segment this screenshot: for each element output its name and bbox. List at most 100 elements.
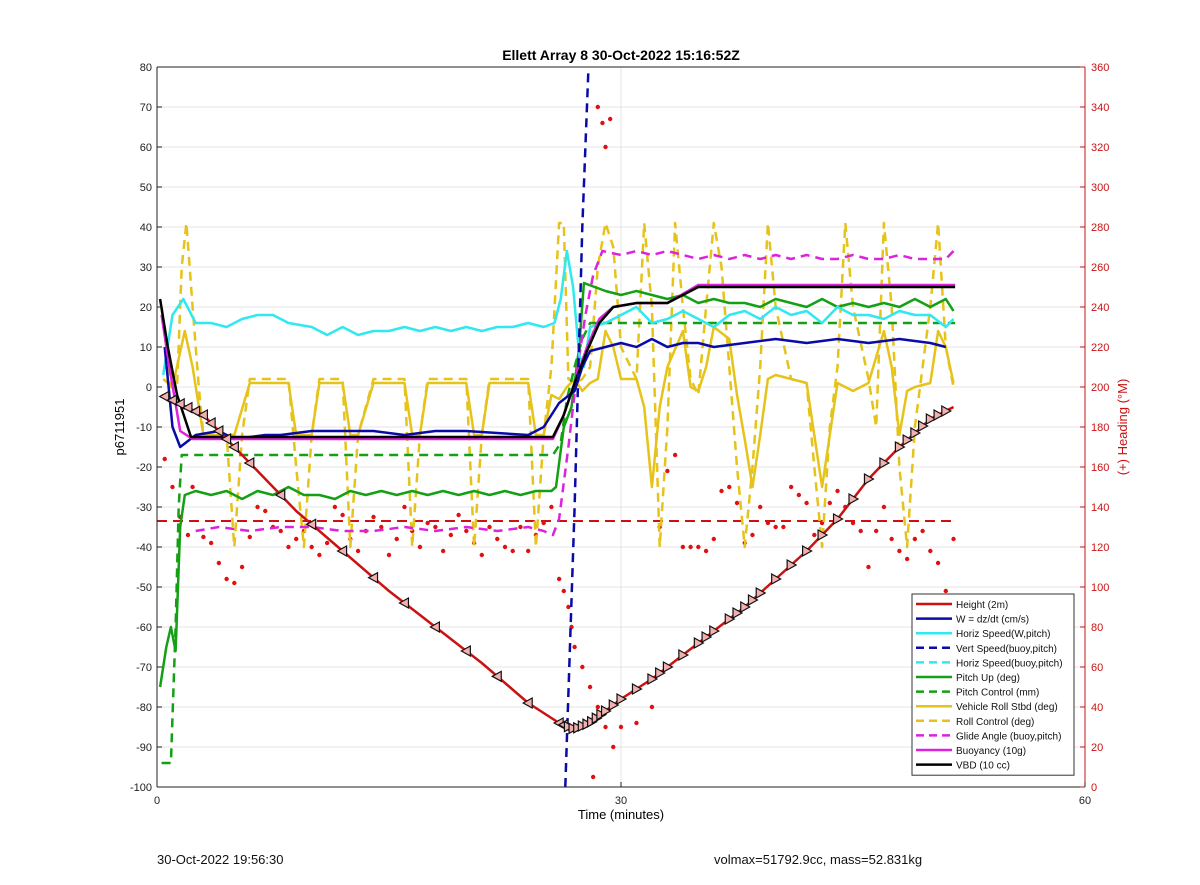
height-marker (429, 620, 440, 634)
axes: -100-90-80-70-60-50-40-30-20-10010203040… (130, 62, 1109, 807)
y-tick-label: 40 (140, 222, 152, 234)
y-tick-label: 50 (140, 182, 152, 194)
y-tick-label: -90 (136, 742, 152, 754)
legend-label: Horiz Speed(W,pitch) (956, 629, 1050, 640)
heading-point (201, 534, 206, 540)
height-marker (941, 404, 953, 418)
heading-point (556, 576, 562, 582)
footer-vehicle-info: volmax=51792.9cc, mass=52.831kg (714, 852, 923, 867)
heading-point (750, 532, 755, 538)
series-horiz-speed (161, 249, 955, 376)
y-tick-label: 60 (140, 142, 152, 154)
legend-label: Buoyancy (10g) (956, 746, 1026, 757)
heading-point (812, 532, 817, 538)
height-marker (158, 390, 170, 403)
y-tick-label: -30 (136, 502, 152, 514)
heading-point (518, 524, 523, 530)
y2-tick-label: 0 (1091, 782, 1097, 794)
height-marker (305, 518, 317, 531)
series-pitch (158, 281, 955, 688)
heading-point (425, 520, 430, 526)
height-marker (678, 648, 690, 662)
heading-point (758, 504, 763, 510)
heading-point (440, 548, 446, 554)
height-marker (367, 571, 379, 584)
y2-tick-label: 120 (1091, 542, 1109, 554)
heading-point (904, 556, 910, 562)
y-tick-label: -60 (136, 622, 152, 634)
heading-point (340, 512, 345, 518)
series-roll (162, 325, 955, 489)
series-glide-angle (195, 249, 955, 537)
heading-point (208, 540, 214, 546)
y-tick-label: 0 (146, 382, 152, 394)
height-marker (832, 512, 844, 526)
heading-point (247, 534, 252, 540)
heading-point (680, 544, 686, 550)
heading-point (526, 548, 531, 554)
heading-point (309, 544, 314, 550)
heading-point (765, 520, 771, 526)
height-marker (228, 440, 239, 454)
height-marker (647, 672, 659, 686)
x-axis-label: Time (minutes) (578, 807, 664, 822)
height-marker (879, 456, 891, 470)
heading-point (162, 456, 167, 462)
y-tick-label: -80 (136, 702, 152, 714)
height-marker (220, 432, 232, 446)
heading-point (881, 504, 887, 510)
height-marker (274, 488, 286, 502)
heading-point (835, 488, 840, 494)
height-marker (925, 412, 937, 426)
legend-label: Pitch Control (mm) (956, 688, 1039, 699)
series-vert-speed-buoy (564, 66, 590, 788)
y2-tick-label: 140 (1091, 502, 1109, 514)
series-roll-control (160, 221, 955, 549)
heading-point (897, 548, 902, 554)
y2-tick-label: 40 (1091, 702, 1103, 714)
y2-tick-label: 320 (1091, 142, 1109, 154)
heading-point (487, 524, 492, 530)
height-marker (863, 472, 875, 486)
height-marker (902, 433, 914, 447)
legend-label: Glide Angle (buoy,pitch) (956, 731, 1061, 742)
height-marker (848, 492, 860, 506)
y-tick-label: -70 (136, 662, 152, 674)
heading-point (502, 544, 508, 550)
y2-tick-label: 200 (1091, 382, 1109, 394)
heading-point (433, 524, 438, 530)
heading-point (672, 452, 678, 458)
height-marker (336, 544, 348, 558)
height-marker (243, 456, 255, 470)
height-marker (801, 544, 813, 558)
heading-point (595, 704, 600, 710)
y2-tick-label: 60 (1091, 662, 1103, 674)
heading-point (170, 484, 175, 490)
heading-point (510, 548, 515, 554)
heading-point (495, 536, 500, 542)
heading-point (607, 116, 613, 122)
height-marker (197, 408, 208, 422)
height-marker (910, 426, 922, 440)
height-marker (662, 660, 674, 674)
height-marker (747, 593, 759, 607)
heading-point (394, 536, 399, 542)
legend: Height (2m) W = dz/dt (cm/s) Horiz Speed(W… (911, 593, 1075, 776)
y-tick-label: -10 (136, 422, 152, 434)
heading-point (611, 744, 616, 750)
chart-title: Ellett Array 8 30-Oct-2022 15:16:52Z (502, 47, 740, 63)
heading-point (889, 536, 894, 542)
heading-point (479, 552, 484, 558)
heading-point (324, 540, 330, 546)
y2-tick-label: 360 (1091, 62, 1109, 74)
height-marker (701, 630, 713, 644)
heading-point (665, 468, 670, 474)
x-tick-label: 30 (615, 795, 627, 807)
heading-point (711, 536, 716, 542)
height-marker (786, 558, 798, 572)
y-axis-label: p6711951 (112, 399, 127, 456)
heading-point (804, 500, 809, 506)
y2-tick-label: 280 (1091, 222, 1109, 234)
heading-point (866, 564, 871, 570)
height-marker (631, 682, 643, 696)
